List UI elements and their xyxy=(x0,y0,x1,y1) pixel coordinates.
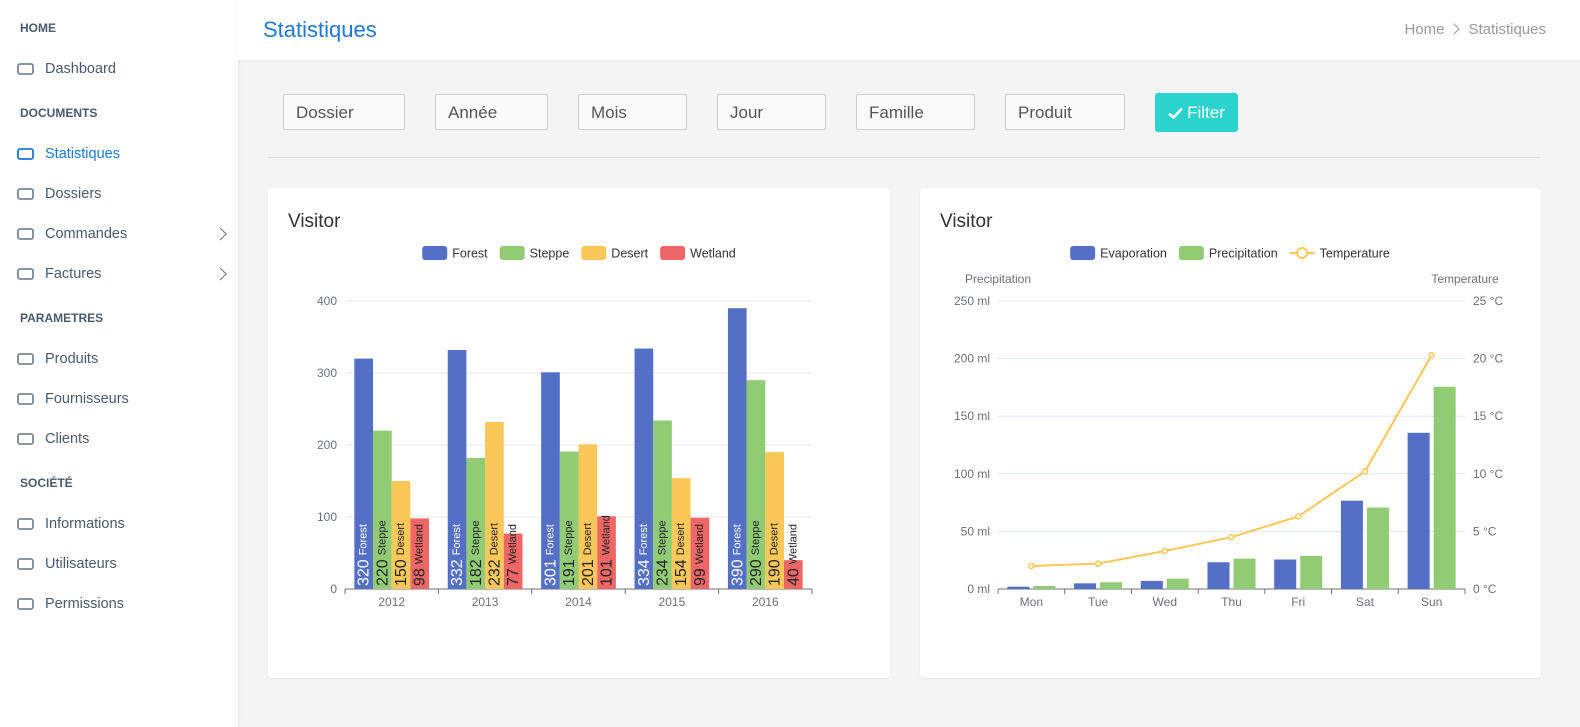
sidebar-item-label: Utilisateurs xyxy=(45,556,117,572)
sidebar-item[interactable]: Fournisseurs xyxy=(17,391,229,407)
breadcrumb-link[interactable]: Home xyxy=(1404,21,1445,38)
sidebar: HOME Dashboard DOCUMENTS Statistiques Dossie… xyxy=(0,0,238,727)
sidebar-section-title: DOCUMENTS xyxy=(20,106,98,120)
sidebar-item-label: Statistiques xyxy=(45,146,120,162)
sidebar-icon xyxy=(17,353,34,365)
sidebar-item-label: Dossiers xyxy=(45,186,102,202)
sidebar-icon xyxy=(17,188,34,200)
submenu-chevron xyxy=(214,227,227,241)
sidebar-item[interactable]: Utilisateurs xyxy=(17,556,229,572)
sidebar-item-label: Clients xyxy=(45,431,90,447)
submenu-chevron xyxy=(214,267,227,281)
sidebar-item-label: Informations xyxy=(45,516,125,532)
check-icon xyxy=(1168,107,1184,119)
sidebar-icon xyxy=(17,433,34,445)
filter-button-label: Filter xyxy=(1187,102,1225,122)
sidebar-item-label: Produits xyxy=(45,351,99,367)
sidebar-section-title: PARAMETRES xyxy=(20,311,104,325)
sidebar-icon xyxy=(17,228,34,240)
filter-input[interactable]: Année xyxy=(435,94,548,130)
sidebar-icon xyxy=(17,518,34,530)
sidebar-icon xyxy=(17,558,34,570)
header: Statistiques Home Statistiques xyxy=(238,0,1580,60)
sidebar-item[interactable]: Dashboard xyxy=(17,61,229,77)
chart-panel xyxy=(920,188,1541,678)
sidebar-section-title: HOME xyxy=(20,21,56,35)
breadcrumb-separator xyxy=(1448,23,1461,35)
sidebar-item-label: Commandes xyxy=(45,226,128,242)
sidebar-item-label: Permissions xyxy=(45,596,124,612)
sidebar-item-label: Fournisseurs xyxy=(45,391,129,407)
sidebar-item[interactable]: Permissions xyxy=(17,596,229,612)
sidebar-item-label: Dashboard xyxy=(45,61,116,77)
sidebar-item[interactable]: Clients xyxy=(17,431,229,447)
filter-input[interactable]: Produit xyxy=(1005,94,1125,130)
sidebar-icon xyxy=(17,268,34,280)
sidebar-icon xyxy=(17,63,34,75)
sidebar-icon xyxy=(17,598,34,610)
filters: Dossier Année Mois Jour Famille Produit … xyxy=(283,93,1238,132)
sidebar-item[interactable]: Informations xyxy=(17,516,229,532)
sidebar-section-title: SOCIÉTÉ xyxy=(20,476,73,490)
divider xyxy=(268,157,1540,158)
filter-input[interactable]: Mois xyxy=(578,94,687,130)
sidebar-item[interactable]: Statistiques xyxy=(17,146,229,162)
sidebar-item[interactable]: Dossiers xyxy=(17,186,229,202)
breadcrumb: Home Statistiques xyxy=(1404,21,1546,38)
sidebar-icon xyxy=(17,148,34,160)
sidebar-item-label: Factures xyxy=(45,266,102,282)
filter-input[interactable]: Jour xyxy=(717,94,826,130)
sidebar-item[interactable]: Factures xyxy=(17,266,229,282)
breadcrumb-current: Statistiques xyxy=(1468,21,1546,38)
filter-input[interactable]: Famille xyxy=(856,94,975,130)
sidebar-icon xyxy=(17,393,34,405)
filter-input[interactable]: Dossier xyxy=(283,94,405,130)
chart-panel xyxy=(268,188,890,678)
sidebar-item[interactable]: Commandes xyxy=(17,226,229,242)
filter-button[interactable]: Filter xyxy=(1155,93,1238,132)
sidebar-item[interactable]: Produits xyxy=(17,351,229,367)
page-title: Statistiques xyxy=(263,17,377,42)
